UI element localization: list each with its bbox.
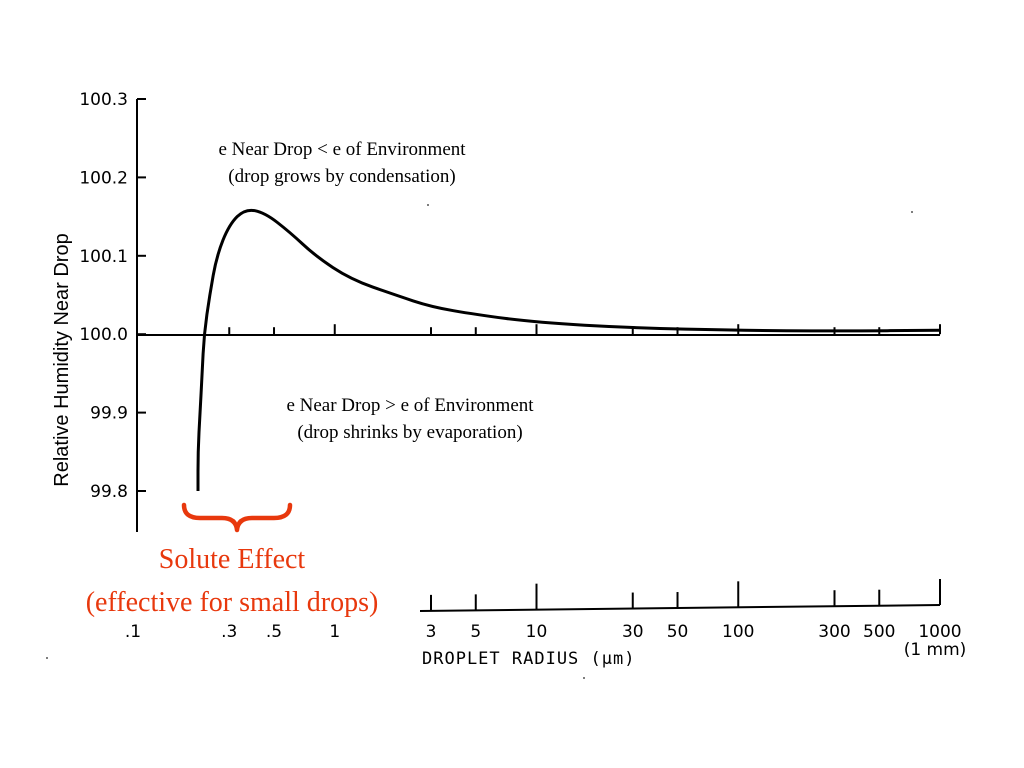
- annotation-upper-line2: (drop grows by condensation): [228, 166, 455, 187]
- scan-speck: [427, 204, 429, 206]
- x-tick-label: 5: [470, 622, 481, 642]
- x-tick-label: 50: [667, 622, 689, 642]
- x-tick-label: 10: [526, 622, 548, 642]
- x-tick-label: 100: [722, 622, 754, 642]
- scan-speck: [46, 657, 48, 659]
- scan-speck: [911, 211, 913, 213]
- x-tick-label: 500: [863, 622, 895, 642]
- y-tick-label: 99.8: [90, 482, 128, 502]
- x-tick-label: .5: [266, 622, 282, 642]
- x-tick-label: 3: [426, 622, 437, 642]
- x-tick-label: 1000: [918, 622, 961, 642]
- x-ticks-group: .1 .3 .5 1 3 5 10 30 50 100 300 500 1000: [125, 579, 962, 642]
- x-axis-line: [419, 604, 941, 612]
- annotation-upper-line1: e Near Drop < e of Environment: [218, 139, 466, 160]
- x-tick-label: 30: [622, 622, 644, 642]
- x-tick-note-1mm: (1 mm): [904, 640, 967, 660]
- x-tick-label: 1: [329, 622, 340, 642]
- y-tick-label: 100.1: [79, 247, 128, 267]
- y-tick-label: 100.2: [79, 168, 128, 188]
- reference-line-ticks-group: [228, 324, 941, 335]
- y-tick-label: 100.3: [79, 90, 128, 110]
- y-tick-label: 100.0: [79, 325, 128, 345]
- solute-effect-subtitle: (effective for small drops): [86, 587, 379, 618]
- x-tick-label: .3: [221, 622, 237, 642]
- x-tick-label: 300: [818, 622, 850, 642]
- x-tick-label: .1: [125, 622, 141, 642]
- scan-speck: [583, 677, 585, 679]
- solute-effect-brace: [181, 502, 293, 533]
- y-ticks-group: 100.3 100.2 100.1 100.0 99.9 99.8: [79, 90, 146, 502]
- x-axis-label: DROPLET RADIUS (μm): [422, 649, 635, 669]
- y-axis-label: Relative Humidity Near Drop: [51, 233, 73, 486]
- series-group: [196, 208, 941, 492]
- rh-curve-series-0: [196, 208, 941, 492]
- solute-effect-title: Solute Effect: [159, 544, 306, 575]
- y-tick-label: 99.9: [90, 404, 128, 424]
- annotation-lower-line1: e Near Drop > e of Environment: [286, 395, 534, 416]
- annotation-lower-line2: (drop shrinks by evaporation): [297, 422, 522, 443]
